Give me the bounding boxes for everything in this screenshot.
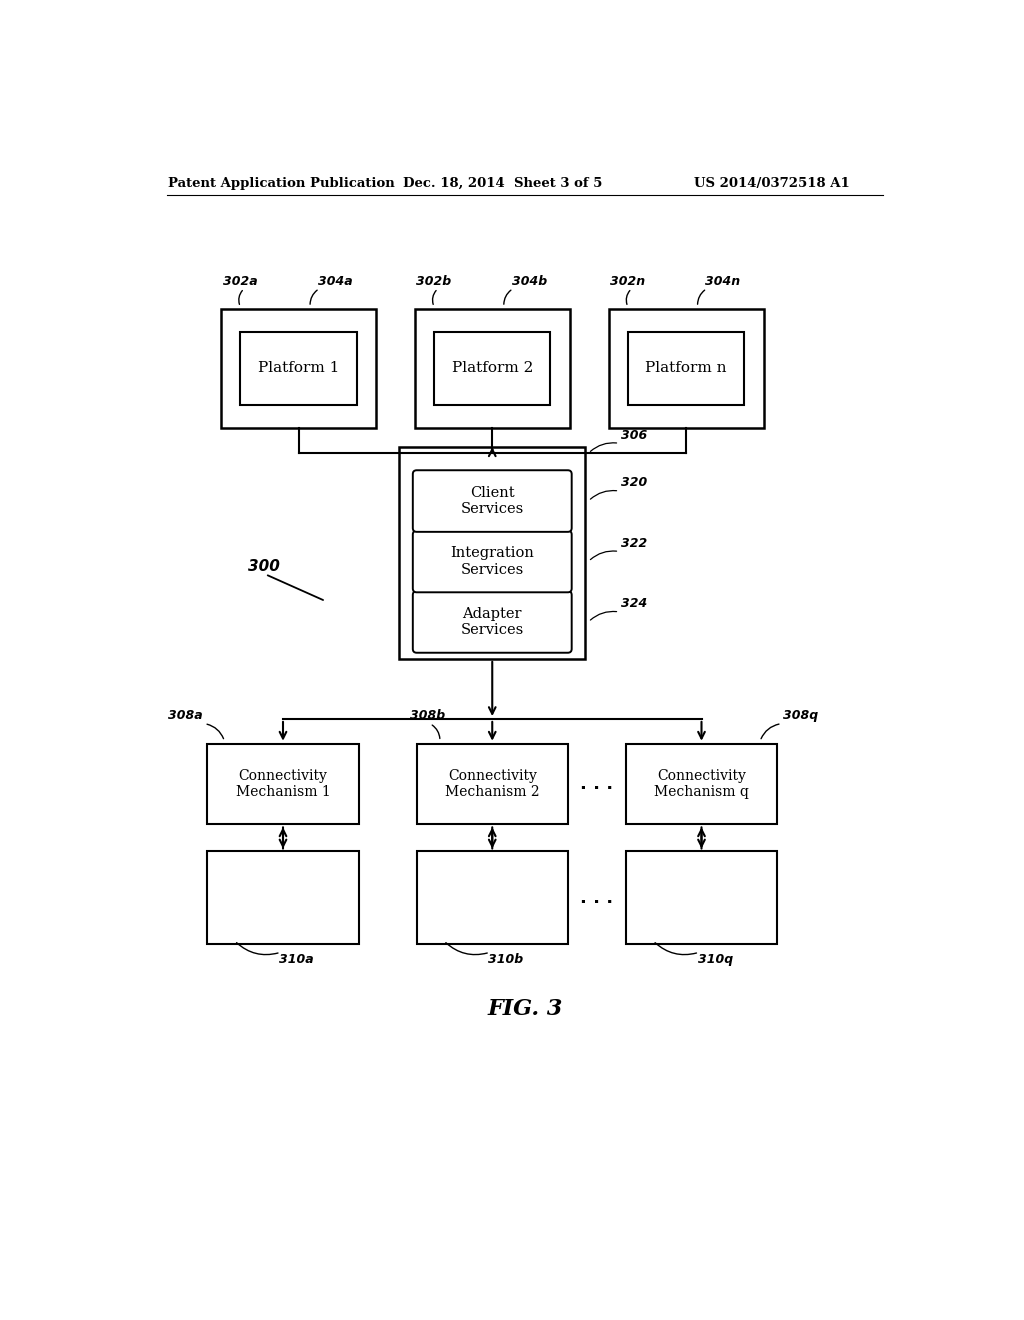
Bar bbox=[608, 309, 764, 428]
Bar bbox=[208, 743, 358, 825]
Text: 304a: 304a bbox=[317, 275, 352, 288]
Text: 324: 324 bbox=[621, 598, 647, 610]
Bar bbox=[415, 309, 569, 428]
Bar bbox=[626, 743, 777, 825]
Bar bbox=[628, 331, 744, 405]
Text: US 2014/0372518 A1: US 2014/0372518 A1 bbox=[693, 177, 850, 190]
Text: 302a: 302a bbox=[222, 275, 257, 288]
Text: Platform 2: Platform 2 bbox=[452, 362, 532, 375]
Bar bbox=[626, 851, 777, 944]
Text: 300: 300 bbox=[248, 558, 280, 574]
Text: Connectivity
Mechanism 2: Connectivity Mechanism 2 bbox=[445, 770, 540, 799]
Bar bbox=[241, 331, 356, 405]
Text: Integration
Services: Integration Services bbox=[451, 546, 535, 577]
Bar bbox=[417, 851, 568, 944]
Text: Connectivity
Mechanism 1: Connectivity Mechanism 1 bbox=[236, 770, 331, 799]
Text: . . .: . . . bbox=[581, 888, 613, 907]
Bar bbox=[399, 447, 586, 659]
Text: 302b: 302b bbox=[417, 275, 452, 288]
Text: Platform n: Platform n bbox=[645, 362, 727, 375]
Text: 308a: 308a bbox=[168, 709, 203, 722]
Text: Connectivity
Mechanism q: Connectivity Mechanism q bbox=[654, 770, 749, 799]
Text: FIG. 3: FIG. 3 bbox=[487, 998, 562, 1020]
Text: 310a: 310a bbox=[280, 953, 313, 966]
Bar bbox=[417, 743, 568, 825]
Text: 310b: 310b bbox=[488, 953, 523, 966]
Text: 322: 322 bbox=[621, 537, 647, 550]
Text: 304n: 304n bbox=[706, 275, 740, 288]
Text: . . .: . . . bbox=[581, 775, 613, 793]
Text: Platform 1: Platform 1 bbox=[258, 362, 339, 375]
Text: 308b: 308b bbox=[411, 709, 445, 722]
Text: 304b: 304b bbox=[512, 275, 547, 288]
Bar bbox=[434, 331, 550, 405]
Text: 320: 320 bbox=[621, 477, 647, 490]
Text: 302n: 302n bbox=[610, 275, 645, 288]
Text: 306: 306 bbox=[621, 429, 647, 442]
Bar bbox=[208, 851, 358, 944]
FancyBboxPatch shape bbox=[413, 531, 571, 593]
FancyBboxPatch shape bbox=[413, 470, 571, 532]
FancyBboxPatch shape bbox=[413, 591, 571, 653]
Text: Client
Services: Client Services bbox=[461, 486, 524, 516]
Text: Dec. 18, 2014  Sheet 3 of 5: Dec. 18, 2014 Sheet 3 of 5 bbox=[403, 177, 602, 190]
Bar bbox=[221, 309, 376, 428]
Text: Adapter
Services: Adapter Services bbox=[461, 607, 524, 638]
Text: 308q: 308q bbox=[783, 709, 818, 722]
Text: 310q: 310q bbox=[697, 953, 733, 966]
Text: Patent Application Publication: Patent Application Publication bbox=[168, 177, 395, 190]
